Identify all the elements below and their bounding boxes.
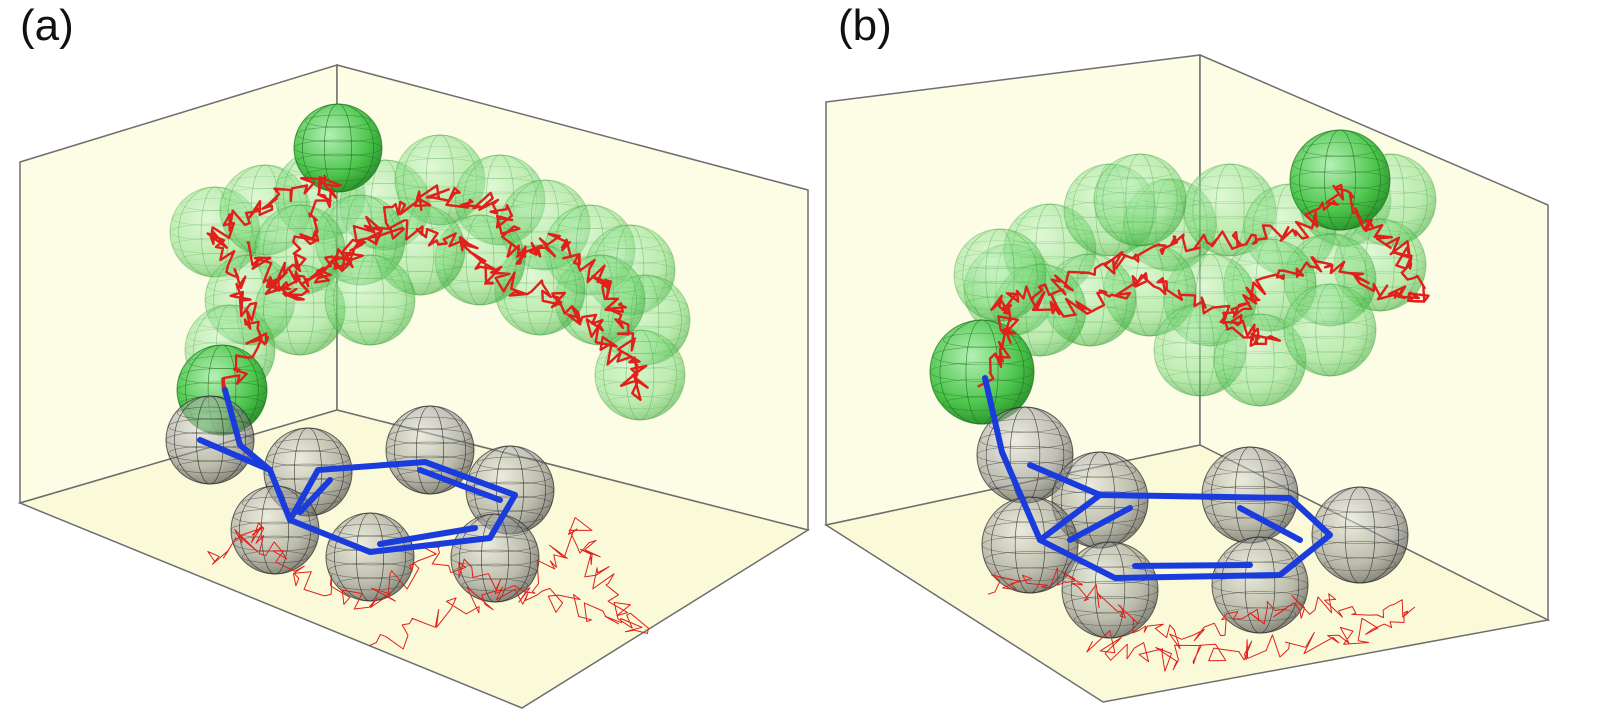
green-sphere bbox=[929, 319, 1035, 425]
green-sphere bbox=[594, 329, 686, 421]
red-trajectory-bottom-a bbox=[207, 517, 649, 650]
blue-ring-molecule-a bbox=[197, 387, 518, 555]
gray-wireframe-sphere bbox=[325, 512, 415, 602]
panel-a bbox=[17, 63, 810, 709]
panel-label-a: (a) bbox=[20, 1, 74, 50]
panel-b bbox=[824, 53, 1551, 703]
gray-wireframe-sphere bbox=[230, 485, 320, 575]
red-trajectory-path bbox=[987, 567, 1416, 672]
green-sphere bbox=[1093, 153, 1187, 247]
panel-label-b: (b) bbox=[838, 1, 892, 50]
gray-wireframe-sphere bbox=[385, 405, 475, 495]
red-trajectory-path bbox=[977, 183, 1430, 388]
gray-wireframe-sphere bbox=[976, 406, 1074, 504]
gray-wireframe-sphere bbox=[1311, 486, 1409, 584]
red-trajectory-path bbox=[207, 517, 649, 650]
green-sphere bbox=[293, 103, 383, 193]
green-sphere bbox=[324, 254, 416, 346]
red-trajectory-top-a bbox=[206, 174, 649, 401]
green-sphere bbox=[1213, 313, 1307, 407]
green-sphere bbox=[1289, 129, 1391, 231]
gray-wireframe-sphere bbox=[450, 513, 540, 603]
green-sphere bbox=[1283, 283, 1377, 377]
red-trajectory-top-b bbox=[977, 183, 1430, 388]
red-trajectory-path bbox=[206, 174, 649, 401]
blue-ring-molecule-b bbox=[982, 375, 1333, 581]
red-trajectory-bottom-b bbox=[987, 567, 1416, 672]
